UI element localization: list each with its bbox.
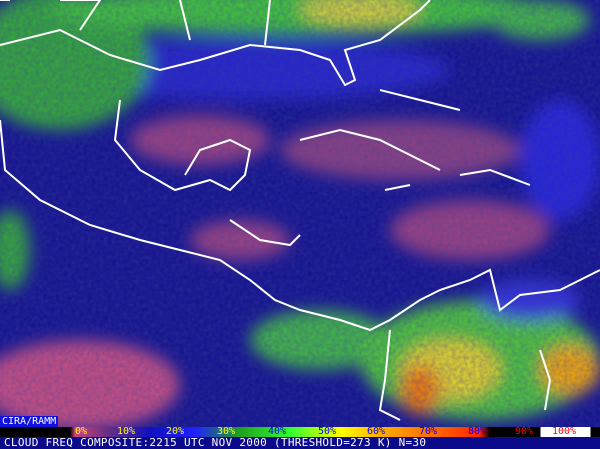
legend-label: 10%: [117, 426, 136, 437]
legend-label: 100%: [552, 426, 577, 437]
legend-label: 60%: [367, 426, 386, 437]
credit-label: CIRA/RAMM: [0, 416, 59, 427]
color-legend-bar: 0% 10% 20% 30% 40% 50% 60% 70% 80% 90% 1…: [0, 426, 600, 437]
coastlines: [0, 0, 600, 421]
legend-label: 90%: [515, 426, 534, 437]
legend-label: 50%: [318, 426, 337, 437]
legend-label: 80%: [468, 426, 487, 437]
legend-label: 0%: [75, 426, 88, 437]
legend-label: 30%: [217, 426, 236, 437]
image-caption: CLOUD FREQ COMPOSITE:2215 UTC NOV 2000 (…: [4, 436, 427, 449]
legend-label: 40%: [268, 426, 287, 437]
legend-label: 20%: [166, 426, 185, 437]
cloud-frequency-map: [0, 0, 600, 427]
legend-label: 70%: [419, 426, 438, 437]
